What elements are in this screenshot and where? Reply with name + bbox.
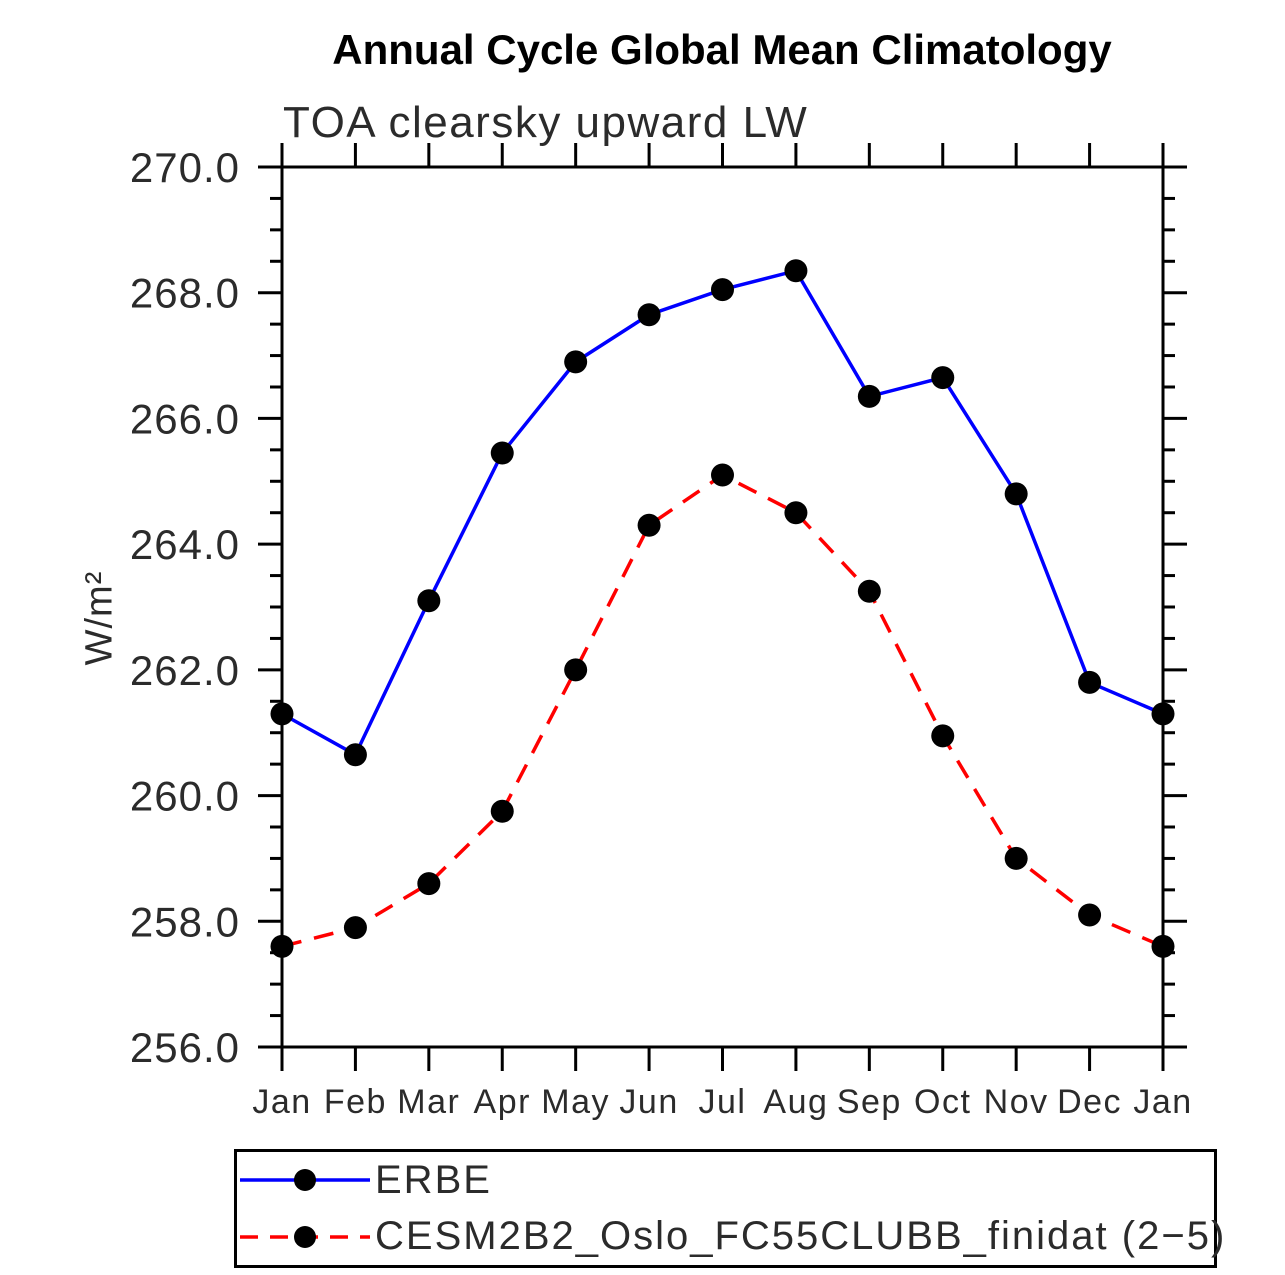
series-marker-1 xyxy=(857,579,881,603)
legend: ERBE CESM2B2_Oslo_FC55CLUBB_finidat (2−5… xyxy=(234,1149,1224,1268)
series-line-1 xyxy=(281,472,1164,949)
series-marker-1 xyxy=(931,724,955,748)
series-marker-0 xyxy=(1004,482,1028,506)
x-axis-tick-label: Sep xyxy=(837,1083,902,1121)
legend-series-marker-icon xyxy=(294,1169,316,1192)
x-axis-tick-label: Dec xyxy=(1057,1083,1122,1121)
x-axis-tick-label: Mar xyxy=(397,1083,460,1121)
legend-line-sample xyxy=(240,1169,370,1192)
chart-subtitle: TOA clearsky upward LW xyxy=(283,98,809,147)
series-marker-1 xyxy=(490,799,514,823)
y-axis-tick-label: 260.0 xyxy=(130,773,240,820)
series-marker-0 xyxy=(784,259,808,283)
y-axis-tick-label: 258.0 xyxy=(130,898,240,945)
y-axis-tick-label: 268.0 xyxy=(130,270,240,317)
x-axis-tick-label: Oct xyxy=(914,1083,971,1121)
legend-item: ERBE xyxy=(237,1152,1214,1208)
series-marker-0 xyxy=(711,278,734,302)
series-marker-1 xyxy=(1151,934,1175,958)
x-axis-tick-label: Jun xyxy=(619,1083,678,1121)
y-axis-tick-label: 264.0 xyxy=(130,521,240,568)
y-axis-tick-label: 266.0 xyxy=(130,395,240,442)
chart-title: Annual Cycle Global Mean Climatology xyxy=(332,26,1112,73)
y-axis-tick-label: 262.0 xyxy=(130,647,240,694)
series-marker-0 xyxy=(1078,670,1102,694)
legend-label: CESM2B2_Oslo_FC55CLUBB_finidat (2−5) xyxy=(375,1214,1227,1259)
x-axis-tick-label: Jan xyxy=(252,1083,311,1121)
y-axis-tick-label: 256.0 xyxy=(130,1024,240,1071)
series-marker-0 xyxy=(857,384,881,408)
series-marker-0 xyxy=(1151,702,1175,726)
series-marker-0 xyxy=(931,366,955,390)
series-marker-1 xyxy=(564,658,588,682)
x-axis-tick-label: Nov xyxy=(984,1083,1049,1121)
series-marker-1 xyxy=(270,934,294,958)
series-marker-1 xyxy=(343,916,367,940)
series-marker-1 xyxy=(1078,903,1102,927)
x-axis-tick-label: Jan xyxy=(1133,1083,1192,1121)
series-marker-0 xyxy=(343,743,367,767)
legend-label: ERBE xyxy=(375,1157,492,1202)
legend-item: CESM2B2_Oslo_FC55CLUBB_finidat (2−5) xyxy=(237,1209,1224,1265)
series-marker-1 xyxy=(1004,846,1028,870)
y-axis-tick-label: 270.0 xyxy=(130,144,240,191)
legend-series-marker-icon xyxy=(294,1225,316,1248)
x-axis-tick-label: Feb xyxy=(324,1083,387,1121)
series-marker-0 xyxy=(637,303,661,327)
series-marker-0 xyxy=(490,441,514,465)
series-marker-1 xyxy=(784,501,808,525)
x-axis-tick-label: Jul xyxy=(699,1083,747,1121)
x-axis-tick-label: Aug xyxy=(763,1083,828,1121)
x-axis-tick-label: Apr xyxy=(474,1083,531,1121)
series-marker-1 xyxy=(711,463,734,487)
series-marker-1 xyxy=(637,513,661,537)
x-axis-tick-label: May xyxy=(541,1083,610,1121)
series-marker-0 xyxy=(270,702,294,726)
series-marker-1 xyxy=(417,872,441,896)
legend-line-sample xyxy=(240,1225,370,1248)
series-line-0 xyxy=(281,268,1164,758)
series-marker-0 xyxy=(564,350,588,374)
series-marker-0 xyxy=(417,589,441,613)
